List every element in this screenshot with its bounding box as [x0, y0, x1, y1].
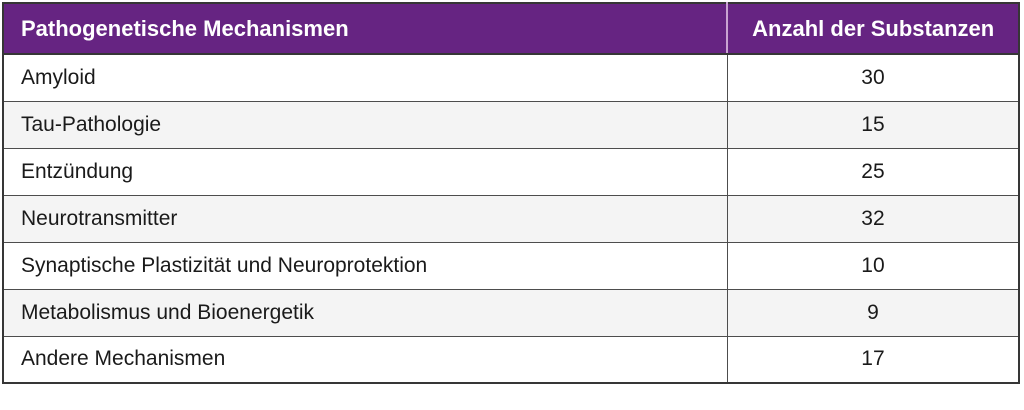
- count-cell: 17: [726, 335, 1019, 384]
- table-row: Synaptische Plastizität und Neuroprotekt…: [3, 241, 1019, 290]
- mechanism-cell: Synaptische Plastizität und Neuroprotekt…: [3, 241, 728, 290]
- count-cell: 9: [726, 288, 1019, 337]
- mechanism-cell: Andere Mechanismen: [3, 335, 728, 384]
- column-header-mechanisms: Pathogenetische Mechanismen: [1, 2, 729, 55]
- table-body: Amyloid 30 Tau-Pathologie 15 Entzündung …: [3, 53, 1019, 384]
- mechanism-cell: Amyloid: [3, 53, 728, 102]
- count-cell: 32: [726, 194, 1019, 243]
- mechanisms-table: Pathogenetische Mechanismen Anzahl der S…: [1, 2, 1020, 384]
- table-row: Andere Mechanismen 17: [3, 335, 1019, 384]
- header-row: Pathogenetische Mechanismen Anzahl der S…: [1, 2, 1020, 55]
- mechanism-cell: Neurotransmitter: [3, 194, 728, 243]
- mechanism-cell: Entzündung: [3, 147, 728, 196]
- count-cell: 10: [726, 241, 1019, 290]
- count-cell: 30: [726, 53, 1019, 102]
- table-row: Metabolismus und Bioenergetik 9: [3, 288, 1019, 337]
- mechanism-cell: Tau-Pathologie: [3, 100, 728, 149]
- count-cell: 15: [726, 100, 1019, 149]
- count-cell: 25: [726, 147, 1019, 196]
- table-row: Tau-Pathologie 15: [3, 100, 1019, 149]
- column-header-substance-count: Anzahl der Substanzen: [726, 2, 1020, 55]
- table-header: Pathogenetische Mechanismen Anzahl der S…: [1, 2, 1020, 55]
- table-row: Amyloid 30: [3, 53, 1019, 102]
- table-row: Neurotransmitter 32: [3, 194, 1019, 243]
- mechanism-cell: Metabolismus und Bioenergetik: [3, 288, 728, 337]
- table-row: Entzündung 25: [3, 147, 1019, 196]
